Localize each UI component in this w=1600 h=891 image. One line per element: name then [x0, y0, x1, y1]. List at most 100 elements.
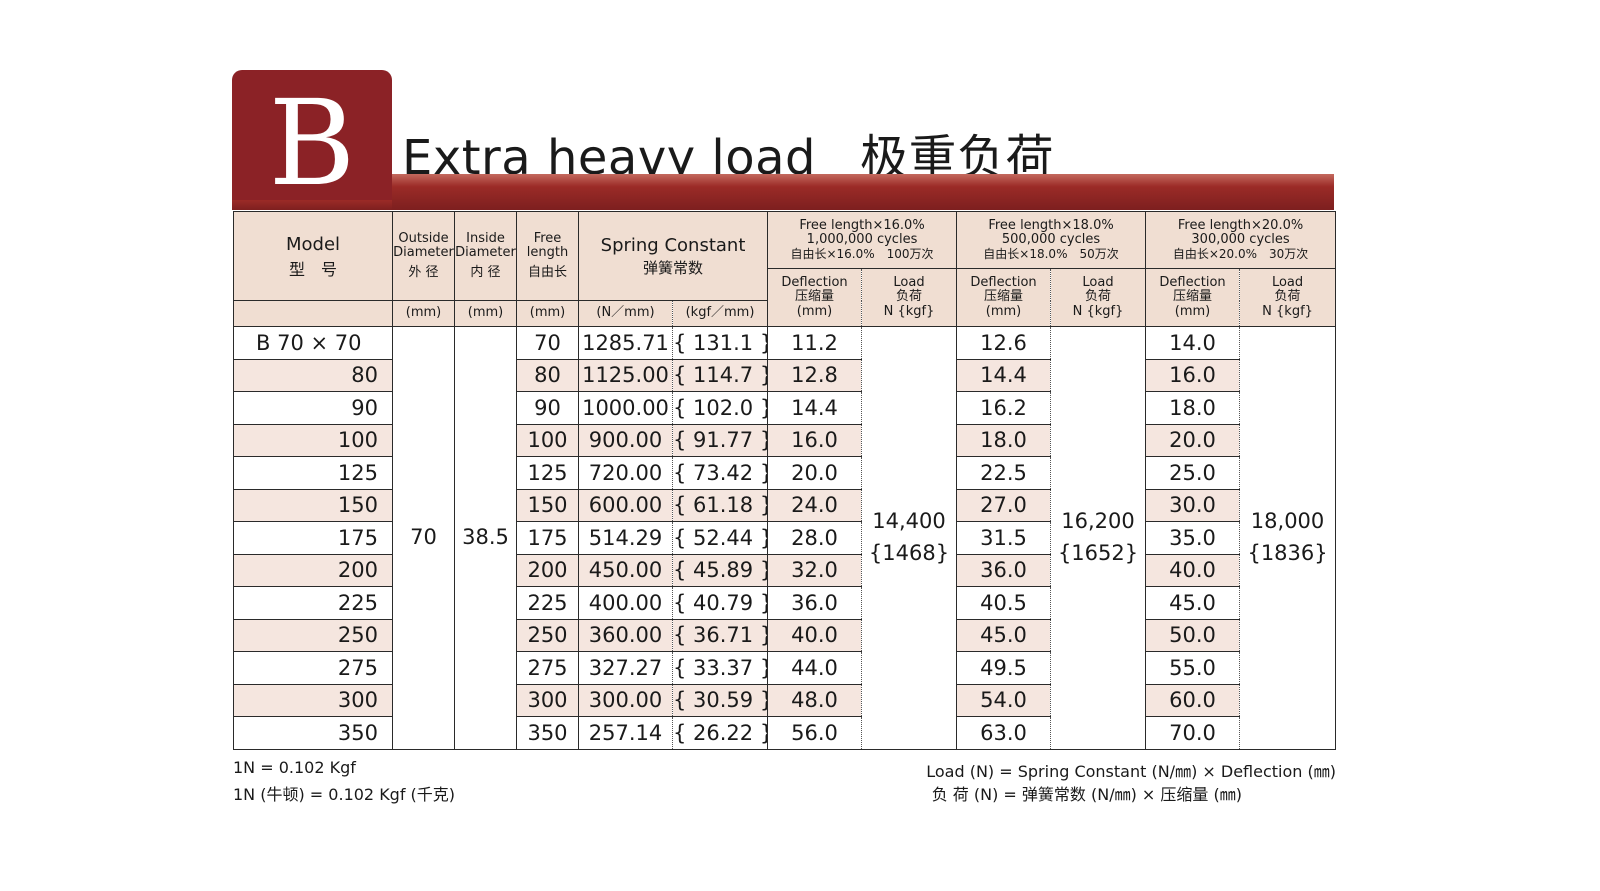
- cell-deflection-1: 11.2: [767, 326, 863, 360]
- table-row: 150 150 600.00{ 61.18 } 24.0 27.0 30.0: [233, 488, 1336, 522]
- note-right-2: 负 荷 (N) = 弹簧常数 (N/㎜) × 压缩量 (㎜): [931, 785, 1242, 804]
- cell-deflection-1: 12.8: [767, 358, 863, 392]
- cell-spring-n: 1125.00: [578, 358, 673, 392]
- header-load-2: Load 负荷 N {kgf}: [1050, 268, 1147, 327]
- cell-spring-n: 1285.71: [578, 326, 673, 360]
- cell-deflection-1: 24.0: [767, 488, 863, 522]
- cell-model: 100: [233, 423, 393, 457]
- cell-free-length: 200: [516, 553, 579, 587]
- cell-spring-kgf: { 33.37 }: [671, 651, 769, 685]
- header-inside-diameter: Inside Diameter 内 径: [454, 211, 517, 301]
- cell-deflection-1: 20.0: [767, 456, 863, 490]
- load-2-kgf: {1652}: [1057, 540, 1139, 565]
- header-outside-diameter: Outside Diameter 外 径: [392, 211, 455, 301]
- cell-model: 225: [233, 586, 393, 620]
- unit-spring-kgf: (kgf／mm): [671, 300, 769, 327]
- cell-deflection-2: 31.5: [956, 521, 1052, 555]
- cell-deflection-3: 55.0: [1145, 651, 1241, 685]
- cell-deflection-1: 40.0: [767, 618, 863, 652]
- cell-free-length: 250: [516, 618, 579, 652]
- cell-deflection-2: 63.0: [956, 716, 1052, 750]
- cell-spring-n: 720.00: [578, 456, 673, 490]
- table-row: 125 125 720.00{ 73.42 } 20.0 22.5 25.0: [233, 456, 1336, 490]
- header-model: Model 型 号: [233, 211, 393, 301]
- header-load-1: Load 负荷 N {kgf}: [861, 268, 958, 327]
- cell-deflection-2: 12.6: [956, 326, 1052, 360]
- cell-free-length: 70: [516, 326, 579, 360]
- cell-model: B 70 × 70: [233, 326, 393, 360]
- table-row: 175 175 514.29{ 52.44 } 28.0 31.5 35.0: [233, 521, 1336, 555]
- cell-free-length: 175: [516, 521, 579, 555]
- cell-model: 250: [233, 618, 393, 652]
- cell-free-length: 350: [516, 716, 579, 750]
- cell-deflection-3: 45.0: [1145, 586, 1241, 620]
- load-3-n: 18,000: [1250, 509, 1325, 534]
- cell-deflection-2: 16.2: [956, 391, 1052, 425]
- cell-deflection-3: 20.0: [1145, 423, 1241, 457]
- note-left-2: 1N (牛顿) = 0.102 Kgf (千克): [233, 785, 456, 804]
- cell-deflection-2: 40.5: [956, 586, 1052, 620]
- unit-free-length: (mm): [516, 300, 579, 327]
- header-deflection-2: Deflection 压缩量 (mm): [956, 268, 1052, 327]
- unit-spring-n: (N／mm): [578, 300, 673, 327]
- title-bar-left: [232, 200, 392, 210]
- load-1-kgf: {1468}: [868, 540, 950, 565]
- load-3-kgf: {1836}: [1247, 540, 1328, 565]
- header-group-20: Free length×20.0% 300,000 cycles 自由长×20.0%…: [1145, 211, 1337, 269]
- cell-deflection-2: 18.0: [956, 423, 1052, 457]
- cell-spring-kgf: { 61.18 }: [671, 488, 769, 522]
- cell-spring-kgf: { 30.59 }: [671, 683, 769, 717]
- cell-free-length: 90: [516, 391, 579, 425]
- cell-load-2: 16,200 {1652}: [1050, 326, 1147, 750]
- table-row: 275 275 327.27{ 33.37 } 44.0 49.5 55.0: [233, 651, 1336, 685]
- cell-deflection-1: 14.4: [767, 391, 863, 425]
- cell-model: 125: [233, 456, 393, 490]
- load-1-n: 14,400: [872, 509, 946, 534]
- table-row: B 70 × 70 70 38.5 70 1285.71{ 131.1 } 11.2 14,…: [233, 326, 1337, 750]
- table-row: 80 80 1125.00{ 114.7 } 12.8 14.4 16.0: [233, 358, 1336, 392]
- cell-spring-n: 600.00: [578, 488, 673, 522]
- cell-deflection-3: 70.0: [1145, 716, 1241, 750]
- cell-deflection-2: 45.0: [956, 618, 1052, 652]
- cell-deflection-2: 14.4: [956, 358, 1052, 392]
- cell-spring-kgf: { 40.79 }: [671, 586, 769, 620]
- section-badge: B: [232, 70, 392, 207]
- cell-deflection-3: 14.0: [1145, 326, 1241, 360]
- cell-spring-kgf: { 73.42 }: [671, 456, 769, 490]
- cell-deflection-1: 56.0: [767, 716, 863, 750]
- cell-model: 275: [233, 651, 393, 685]
- cell-spring-kgf: { 26.22 }: [671, 716, 769, 750]
- cell-spring-kgf: { 52.44 }: [671, 521, 769, 555]
- header-spring-constant: Spring Constant 弹簧常数: [577, 211, 769, 301]
- header-group-18: Free length×18.0% 500,000 cycles 自由长×18.0%…: [956, 211, 1147, 269]
- cell-spring-n: 360.00: [578, 618, 673, 652]
- badge-letter: B: [268, 73, 356, 212]
- cell-free-length: 80: [516, 358, 579, 392]
- cell-deflection-3: 25.0: [1145, 456, 1241, 490]
- cell-spring-kgf: { 102.0 }: [671, 391, 769, 425]
- cell-deflection-2: 49.5: [956, 651, 1052, 685]
- header-deflection-1: Deflection 压缩量 (mm): [767, 268, 863, 327]
- cell-free-length: 125: [516, 456, 579, 490]
- table-row: 200 200 450.00{ 45.89 } 32.0 36.0 40.0: [233, 553, 1336, 587]
- cell-deflection-1: 32.0: [767, 553, 863, 587]
- spec-table: Model 型 号 Outside Diameter 外 径 Inside Diam…: [233, 211, 1337, 750]
- cell-outside-diameter: 70: [392, 326, 455, 750]
- cell-spring-n: 1000.00: [578, 391, 673, 425]
- table-row: 350 350 257.14{ 26.22 } 56.0 63.0 70.0: [233, 716, 1336, 750]
- cell-spring-n: 514.29: [578, 521, 673, 555]
- cell-deflection-3: 30.0: [1145, 488, 1241, 522]
- header-deflection-3: Deflection 压缩量 (mm): [1145, 268, 1241, 327]
- note-left-1: 1N = 0.102 Kgf: [233, 758, 356, 777]
- cell-deflection-3: 35.0: [1145, 521, 1241, 555]
- header-group-16: Free length×16.0% 1,000,000 cycles 自由长×16.…: [767, 211, 958, 269]
- cell-spring-n: 400.00: [578, 586, 673, 620]
- cell-spring-n: 327.27: [578, 651, 673, 685]
- cell-spring-kgf: { 114.7 }: [671, 358, 769, 392]
- cell-model: 175: [233, 521, 393, 555]
- cell-model: 300: [233, 683, 393, 717]
- cell-free-length: 225: [516, 586, 579, 620]
- cell-deflection-3: 18.0: [1145, 391, 1241, 425]
- cell-deflection-1: 48.0: [767, 683, 863, 717]
- table-row: 100 100 900.00{ 91.77 } 16.0 18.0 20.0: [233, 423, 1336, 457]
